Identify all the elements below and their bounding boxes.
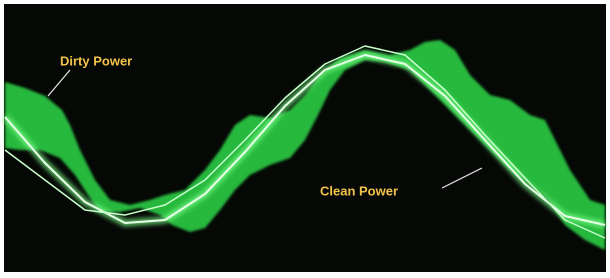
- oscilloscope-photo: Dirty Power Clean Power: [0, 0, 610, 278]
- clean-label: Clean Power: [320, 183, 398, 198]
- dirty-label: Dirty Power: [60, 53, 132, 68]
